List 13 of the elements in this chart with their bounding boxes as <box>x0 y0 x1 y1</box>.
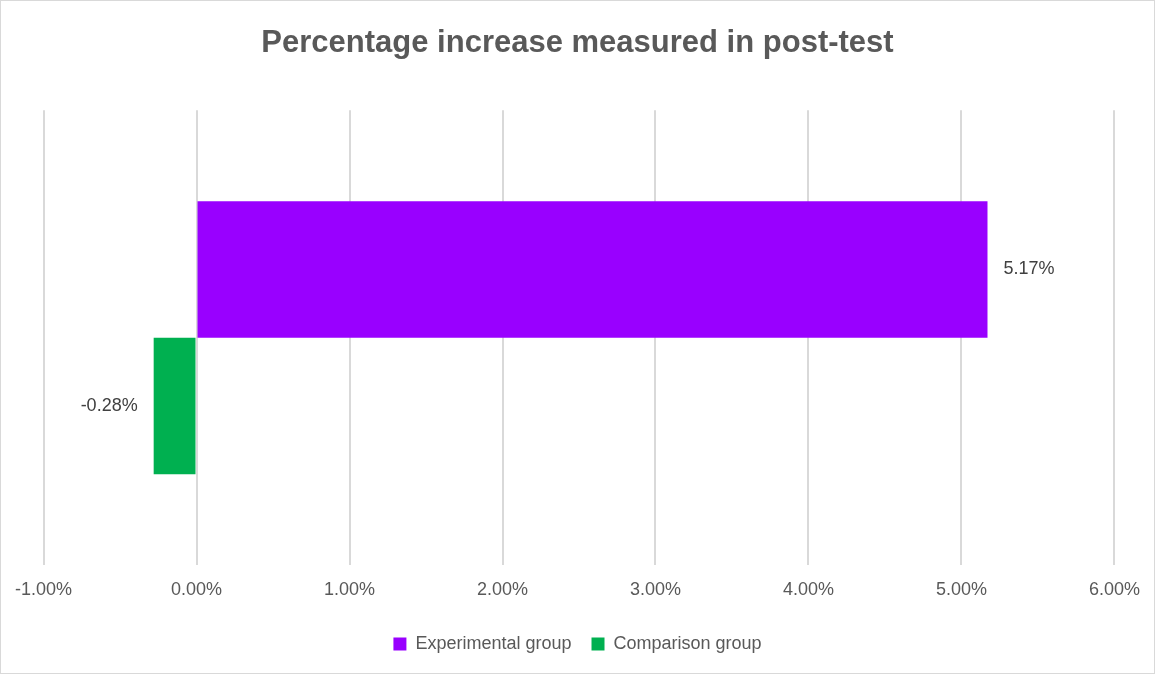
legend-label: Comparison group <box>613 632 762 653</box>
x-tick-label: 5.00% <box>935 579 988 600</box>
data-label: -0.28% <box>80 395 138 416</box>
data-label: 5.17% <box>1003 258 1055 279</box>
x-tick-label: 3.00% <box>629 579 682 600</box>
x-tick-label: 2.00% <box>476 579 529 600</box>
x-tick-label: 0.00% <box>170 579 223 600</box>
chart-title: Percentage increase measured in post-test <box>261 24 894 60</box>
x-tick-label: -1.00% <box>14 579 73 600</box>
x-tick-label: 4.00% <box>782 579 835 600</box>
x-tick-label: 1.00% <box>323 579 376 600</box>
x-tick-label: 6.00% <box>1088 579 1140 600</box>
legend-label: Experimental group <box>415 632 572 653</box>
